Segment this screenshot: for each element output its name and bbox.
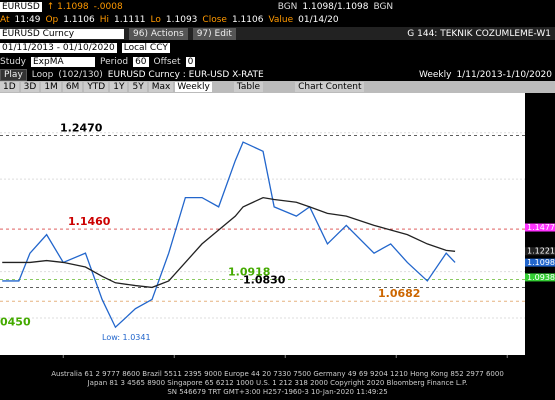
actions[interactable]: 96) Actions — [129, 27, 188, 40]
range-button[interactable]: Max — [148, 82, 174, 92]
low-note: Low: 1.0341 — [102, 333, 151, 342]
price-tag — [525, 223, 555, 232]
range-button[interactable]: 1M — [41, 82, 61, 92]
bgn: BGN — [373, 1, 394, 12]
price-tag — [525, 258, 555, 267]
chart-content[interactable]: Chart Content — [295, 82, 365, 92]
study-row: Study ExpMA Period 60 Offset 0 — [0, 55, 555, 68]
x-tick-label: 2020 — [497, 359, 517, 368]
price-tag-label: 1.0938 — [527, 273, 555, 282]
quote-key: Value — [268, 14, 294, 25]
level-label: 1.2470 — [60, 122, 103, 135]
range-button[interactable]: 1Y — [110, 82, 128, 92]
quote-key: Hi — [99, 14, 110, 25]
y-tick-label: 1.0500 — [528, 313, 555, 322]
description: EURUSD Curncy : EUR-USD X-RATE — [107, 69, 264, 80]
button-bar: 1D 3D 1M 6M YTD 1Y 5Y Max Weekly Table Chart Conte… — [0, 81, 555, 93]
x-tick-label: 2016 — [53, 359, 73, 368]
study[interactable]: ExpMA — [31, 56, 95, 67]
price-tag — [525, 247, 555, 256]
cut-note: 0450 — [0, 316, 31, 329]
offset[interactable]: 0 — [185, 56, 196, 67]
y-tick-label: 1.1000 — [528, 267, 555, 276]
quote-key: Close — [202, 14, 227, 25]
level-label: 1.0830 — [243, 273, 286, 286]
y-tick-label: 1.2000 — [528, 175, 555, 184]
price-tag-label: 1.1221 — [527, 247, 555, 256]
security-input[interactable]: EURUSD Curncy — [0, 28, 124, 39]
span: 1/11/2013-1/10/2020 — [456, 69, 552, 80]
play-row: Play Loop (102/130) EURUSD Curncy : EUR-… — [0, 68, 555, 81]
period-select[interactable]: Weekly — [175, 82, 212, 92]
quote-key: At — [0, 14, 10, 25]
bid-ask: 1.1098/1.1098 — [302, 1, 369, 12]
quote-value: 1.1093 — [165, 14, 198, 25]
range-button[interactable]: 1D — [0, 82, 19, 92]
range-button[interactable]: 6M — [62, 82, 83, 92]
offset-label: Offset — [153, 56, 181, 67]
range-row: 01/11/2013 - 01/10/2020 Local CCY — [0, 41, 555, 54]
quote-key: Op — [45, 14, 59, 25]
quote-value: 01/14/20 — [298, 14, 339, 25]
quote-value: 1.1111 — [114, 14, 146, 25]
frame: (102/130) — [58, 69, 103, 80]
quote-value: 1.1106 — [231, 14, 264, 25]
bgn: BGN — [277, 1, 298, 12]
range-button[interactable]: 3D — [20, 82, 40, 92]
quote-key: Lo — [150, 14, 161, 25]
period[interactable]: 60 — [133, 56, 149, 67]
series-line — [2, 196, 456, 289]
range-button[interactable]: 5Y — [129, 82, 147, 92]
study-label: Study — [0, 56, 26, 67]
level-label: 1.1460 — [68, 215, 111, 228]
chart: 1.0500 1.1000 1.2000 1.2500 2016 2017 2018 2019… — [0, 93, 555, 368]
level-label: 1.0682 — [378, 287, 420, 300]
footer-line: Japan 81 3 4565 8900 Singapore 65 6212 1… — [87, 379, 468, 387]
frequency: Weekly — [418, 69, 452, 80]
footer: Australia 61 2 9777 8600 Brazil 5511 239… — [0, 370, 555, 397]
ccy[interactable]: Local CCY — [121, 42, 170, 53]
footer-line: SN 546679 TRT GMT+3:00 H257-1960-3 10-Ja… — [167, 388, 388, 396]
plot-area — [0, 93, 525, 355]
y-tick-label: 1.2500 — [528, 128, 555, 137]
x-tick-label: 2019 — [386, 359, 406, 368]
quote-value: 11:49 — [14, 14, 41, 25]
x-tick-label: 2018 — [275, 359, 295, 368]
price-tag-label: 1.1098 — [527, 258, 555, 267]
page-name: G 144: TEKNIK COZUMLEME-W1 — [407, 28, 551, 39]
change: -.0008 — [93, 1, 123, 12]
table-button[interactable]: Table — [233, 82, 264, 92]
range[interactable]: 01/11/2013 - 01/10/2020 — [0, 42, 117, 53]
series-line — [2, 141, 456, 329]
period-label: Period — [100, 56, 129, 67]
level-label: 1.0918 — [228, 265, 270, 278]
range-button[interactable]: YTD — [84, 82, 109, 92]
price-tag-label: 1.1477 — [527, 223, 555, 232]
footer-line: Australia 61 2 9777 8600 Brazil 5511 239… — [51, 370, 504, 378]
edit[interactable]: 97) Edit — [192, 27, 236, 40]
toolbar: EURUSD Curncy 96) Actions 97) Edit G 144… — [0, 27, 555, 40]
quote-bar: EURUSD ↑ 1.1098 -.0008 BGN 1.1098/1.1098… — [0, 0, 555, 13]
last: ↑ 1.1098 — [46, 1, 89, 12]
play[interactable]: Play — [0, 68, 27, 81]
price-tag — [525, 273, 555, 282]
quote-line: At 11:49 Op 1.1106 Hi 1.1111 Lo 1.1093 Close 1.11… — [0, 13, 555, 26]
loop[interactable]: Loop — [31, 69, 54, 80]
x-tick-label: 2017 — [164, 359, 184, 368]
ticker: EURUSD — [0, 1, 42, 12]
quote-value: 1.1106 — [63, 14, 95, 25]
